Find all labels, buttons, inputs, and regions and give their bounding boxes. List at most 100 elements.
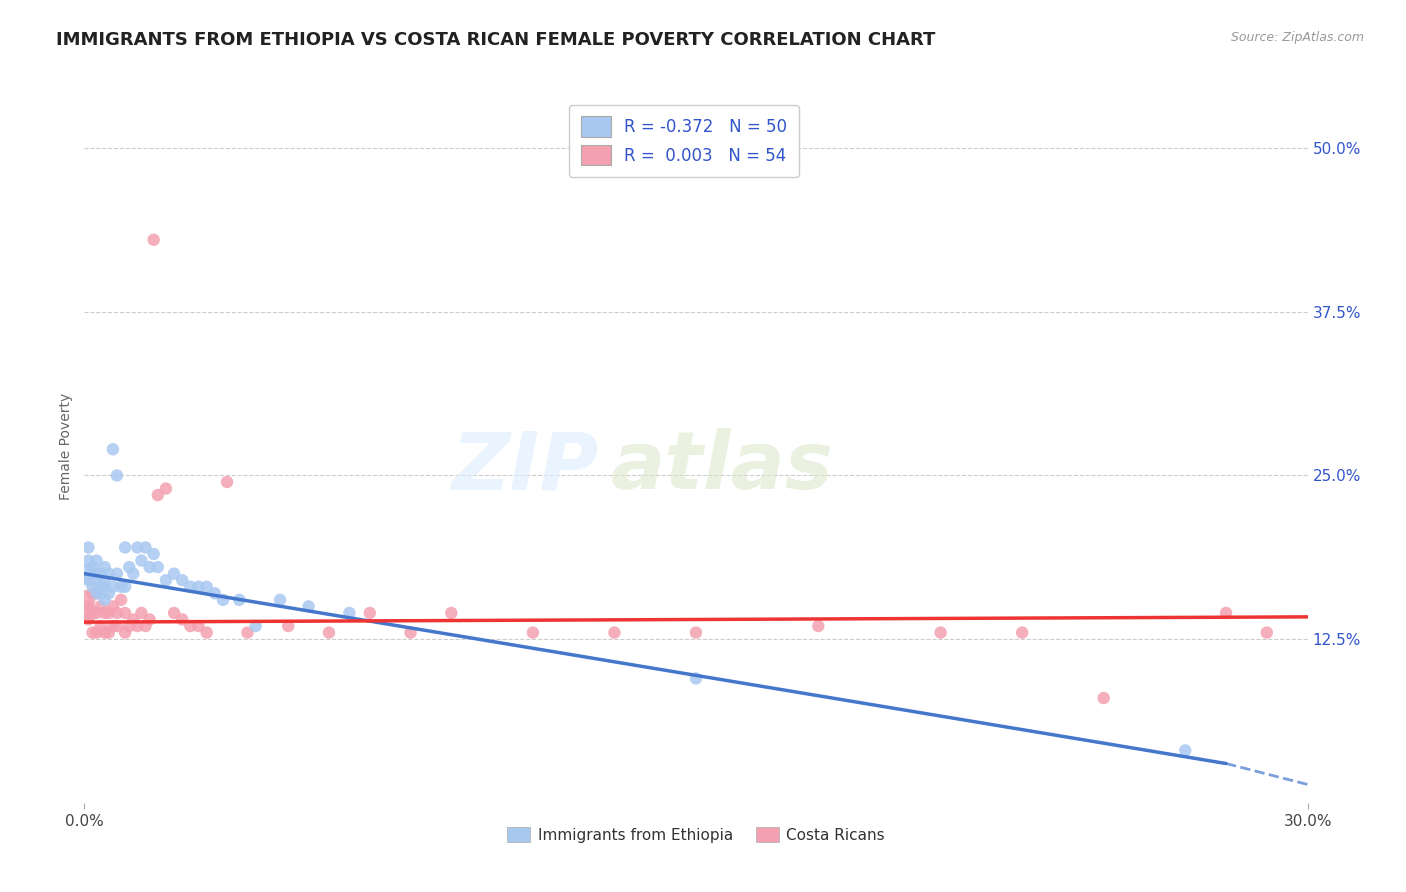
Point [105,468,128,483]
Point [93,592,115,607]
Point [93,625,115,640]
Point [93,580,115,594]
Point [179,580,201,594]
Point [155,482,177,496]
Point [97,625,120,640]
Point [269,592,291,607]
Point [131,553,153,567]
Point [187,580,209,594]
Point [1256,625,1278,640]
Point [807,619,830,633]
Point [146,560,169,574]
Point [97,586,120,600]
Point [359,606,381,620]
Point [82,606,104,620]
Point [236,625,259,640]
Point [86,586,108,600]
Point [97,606,120,620]
Point [339,606,361,620]
Point [86,586,108,600]
Point [204,586,226,600]
Point [146,488,169,502]
Text: atlas: atlas [610,428,834,507]
Legend: Immigrants from Ethiopia, Costa Ricans: Immigrants from Ethiopia, Costa Ricans [501,821,891,848]
Point [114,580,136,594]
Point [77,553,100,567]
Point [90,586,112,600]
Point [195,625,218,640]
Point [245,619,267,633]
Point [101,580,124,594]
Point [77,599,100,614]
Point [82,566,104,581]
Point [522,625,544,640]
Point [86,553,108,567]
Point [163,566,186,581]
Point [399,625,422,640]
Point [142,233,165,247]
Point [685,625,707,640]
Point [93,573,115,587]
Point [1174,743,1197,757]
Point [1092,691,1115,706]
Point [187,619,209,633]
Point [90,566,112,581]
Point [101,619,124,633]
Point [685,672,707,686]
Point [440,606,463,620]
Point [75,566,97,581]
Y-axis label: Female Poverty: Female Poverty [59,392,73,500]
Point [172,612,194,626]
Point [172,573,194,587]
Point [1011,625,1033,640]
Point [217,475,239,489]
Point [86,573,108,587]
Text: ZIP: ZIP [451,428,598,507]
Point [135,619,157,633]
Point [114,606,136,620]
Point [929,625,952,640]
Point [228,592,250,607]
Point [90,599,112,614]
Point [82,580,104,594]
Point [138,560,160,574]
Point [122,612,145,626]
Point [105,566,128,581]
Point [110,592,132,607]
Point [105,619,128,633]
Point [127,619,149,633]
Point [82,586,104,600]
Point [101,599,124,614]
Point [90,580,112,594]
Point [93,606,115,620]
Point [90,619,112,633]
Point [86,625,108,640]
Point [97,566,120,581]
Point [101,442,124,457]
Point [122,566,145,581]
Point [163,606,186,620]
Point [118,619,141,633]
Point [155,573,177,587]
Point [118,560,141,574]
Text: Source: ZipAtlas.com: Source: ZipAtlas.com [1230,31,1364,45]
Point [105,606,128,620]
Point [77,541,100,555]
Point [131,606,153,620]
Point [212,592,235,607]
Point [75,606,97,620]
Point [138,612,160,626]
Point [77,612,100,626]
Point [114,625,136,640]
Point [298,599,321,614]
Point [114,541,136,555]
Point [135,541,157,555]
Point [179,619,201,633]
Point [195,580,218,594]
Point [1215,606,1237,620]
Point [110,580,132,594]
Point [318,625,340,640]
Point [82,625,104,640]
Point [77,573,100,587]
Point [93,560,115,574]
